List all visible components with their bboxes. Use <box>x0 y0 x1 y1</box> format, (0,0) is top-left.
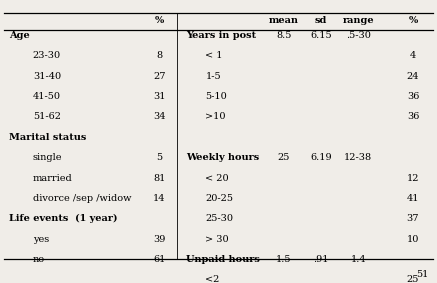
Text: married: married <box>33 173 73 183</box>
Text: Years in post: Years in post <box>186 31 256 40</box>
Text: 12-38: 12-38 <box>344 153 372 162</box>
Text: divorce /sep /widow: divorce /sep /widow <box>33 194 131 203</box>
Text: > 30: > 30 <box>205 235 229 244</box>
Text: 24: 24 <box>407 72 419 81</box>
Text: 61: 61 <box>153 255 166 264</box>
Text: 37: 37 <box>407 214 419 223</box>
Text: 8: 8 <box>156 51 163 60</box>
Text: 8.5: 8.5 <box>276 31 292 40</box>
Text: 41: 41 <box>407 194 419 203</box>
Text: 5-10: 5-10 <box>205 92 227 101</box>
Text: 12: 12 <box>407 173 419 183</box>
Text: 23-30: 23-30 <box>33 51 61 60</box>
Text: no: no <box>33 255 45 264</box>
Text: Marital status: Marital status <box>9 133 86 142</box>
Text: 34: 34 <box>153 112 166 121</box>
Text: 25: 25 <box>278 153 290 162</box>
Text: range: range <box>343 16 374 25</box>
Text: 10: 10 <box>407 235 419 244</box>
Text: sd: sd <box>315 16 327 25</box>
Text: 6.15: 6.15 <box>310 31 332 40</box>
Text: Life events  (1 year): Life events (1 year) <box>9 214 117 223</box>
Text: <2: <2 <box>205 275 220 283</box>
Text: 39: 39 <box>153 235 166 244</box>
Text: %: % <box>408 16 418 25</box>
Text: %: % <box>155 16 164 25</box>
Text: 27: 27 <box>153 72 166 81</box>
Text: .91: .91 <box>313 255 329 264</box>
Text: 20-25: 20-25 <box>205 194 233 203</box>
Text: Unpaid hours: Unpaid hours <box>186 255 260 264</box>
Text: 81: 81 <box>153 173 166 183</box>
Text: Weekly hours: Weekly hours <box>186 153 259 162</box>
Text: 14: 14 <box>153 194 166 203</box>
Text: 1-5: 1-5 <box>205 72 221 81</box>
Text: .5-30: .5-30 <box>346 31 371 40</box>
Text: < 20: < 20 <box>205 173 229 183</box>
Text: 4: 4 <box>410 51 416 60</box>
Text: 25-30: 25-30 <box>205 214 233 223</box>
Text: yes: yes <box>33 235 49 244</box>
Text: 25: 25 <box>407 275 419 283</box>
Text: single: single <box>33 153 62 162</box>
Text: < 1: < 1 <box>205 51 223 60</box>
Text: mean: mean <box>269 16 299 25</box>
Text: 31-40: 31-40 <box>33 72 61 81</box>
Text: 1.5: 1.5 <box>276 255 292 264</box>
Text: 1.4: 1.4 <box>350 255 366 264</box>
Text: 36: 36 <box>407 112 419 121</box>
Text: >10: >10 <box>205 112 226 121</box>
Text: 51: 51 <box>416 270 428 279</box>
Text: Age: Age <box>9 31 29 40</box>
Text: 5: 5 <box>156 153 163 162</box>
Text: 36: 36 <box>407 92 419 101</box>
Text: 6.19: 6.19 <box>310 153 332 162</box>
Text: 41-50: 41-50 <box>33 92 61 101</box>
Text: 31: 31 <box>153 92 166 101</box>
Text: 51-62: 51-62 <box>33 112 61 121</box>
